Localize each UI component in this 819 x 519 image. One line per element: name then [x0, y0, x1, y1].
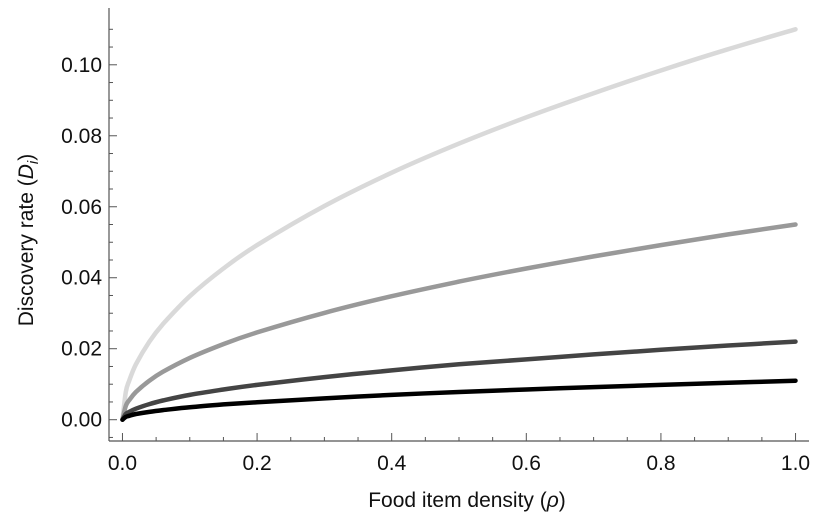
- x-tick-label: 0.2: [242, 452, 271, 475]
- y-tick-label: 0.04: [61, 267, 102, 290]
- y-axis-title-symbol: D: [15, 164, 38, 179]
- x-tick-label: 0.6: [512, 452, 541, 475]
- series-layer: [120, 27, 798, 422]
- x-tick-label: 0.0: [108, 452, 137, 475]
- series-line-2: [120, 222, 798, 422]
- y-axis-title-prefix: Discovery rate (: [15, 179, 38, 326]
- x-axis-title-suffix: ): [559, 489, 566, 512]
- y-axis-title: Discovery rate (Di): [15, 154, 42, 327]
- y-tick-label: 0.00: [61, 409, 102, 432]
- y-tick-label: 0.10: [61, 54, 102, 77]
- series-line-4: [120, 378, 798, 422]
- axes-layer: 0.0 0.2 0.4 0.6 0.8 1.0 0.00 0.02 0.04 0.06 0.08 0.…: [61, 8, 810, 475]
- y-tick-label: 0.08: [61, 125, 102, 148]
- y-tick-label: 0.02: [61, 338, 102, 361]
- x-axis-title-prefix: Food item density (: [368, 489, 547, 512]
- x-axis-title-symbol: ρ: [546, 489, 559, 512]
- series-line-1: [120, 27, 798, 422]
- series-line-3: [120, 339, 798, 422]
- x-axis-title: Food item density (ρ): [368, 489, 566, 512]
- x-tick-label: 0.8: [646, 452, 675, 475]
- x-tick-label: 0.4: [377, 452, 407, 475]
- y-axis-title-subscript: i: [25, 160, 42, 164]
- y-axis-title-suffix: ): [15, 154, 38, 161]
- y-tick-label: 0.06: [61, 196, 102, 219]
- x-tick-label: 1.0: [781, 452, 810, 475]
